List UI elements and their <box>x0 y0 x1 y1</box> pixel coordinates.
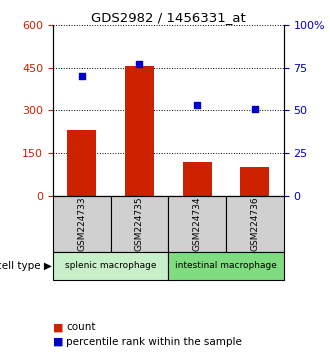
Text: GSM224734: GSM224734 <box>193 197 202 251</box>
Text: count: count <box>66 322 95 332</box>
Bar <box>241 167 269 196</box>
Text: intestinal macrophage: intestinal macrophage <box>175 262 277 270</box>
Bar <box>183 162 212 196</box>
Text: GSM224733: GSM224733 <box>77 196 86 251</box>
Point <box>79 73 84 79</box>
Bar <box>53 252 168 280</box>
Point <box>252 106 258 112</box>
Text: cell type ▶: cell type ▶ <box>0 261 52 271</box>
Bar <box>168 252 284 280</box>
Text: GSM224735: GSM224735 <box>135 196 144 251</box>
Text: splenic macrophage: splenic macrophage <box>65 262 156 270</box>
Bar <box>67 130 96 196</box>
Point <box>137 61 142 67</box>
Text: ■: ■ <box>53 337 63 347</box>
Bar <box>111 196 168 252</box>
Bar <box>53 196 111 252</box>
Bar <box>226 196 284 252</box>
Bar <box>125 66 154 196</box>
Text: percentile rank within the sample: percentile rank within the sample <box>66 337 242 347</box>
Point <box>195 102 200 108</box>
Text: ■: ■ <box>53 322 63 332</box>
Title: GDS2982 / 1456331_at: GDS2982 / 1456331_at <box>91 11 246 24</box>
Text: GSM224736: GSM224736 <box>250 196 259 251</box>
Bar <box>168 196 226 252</box>
